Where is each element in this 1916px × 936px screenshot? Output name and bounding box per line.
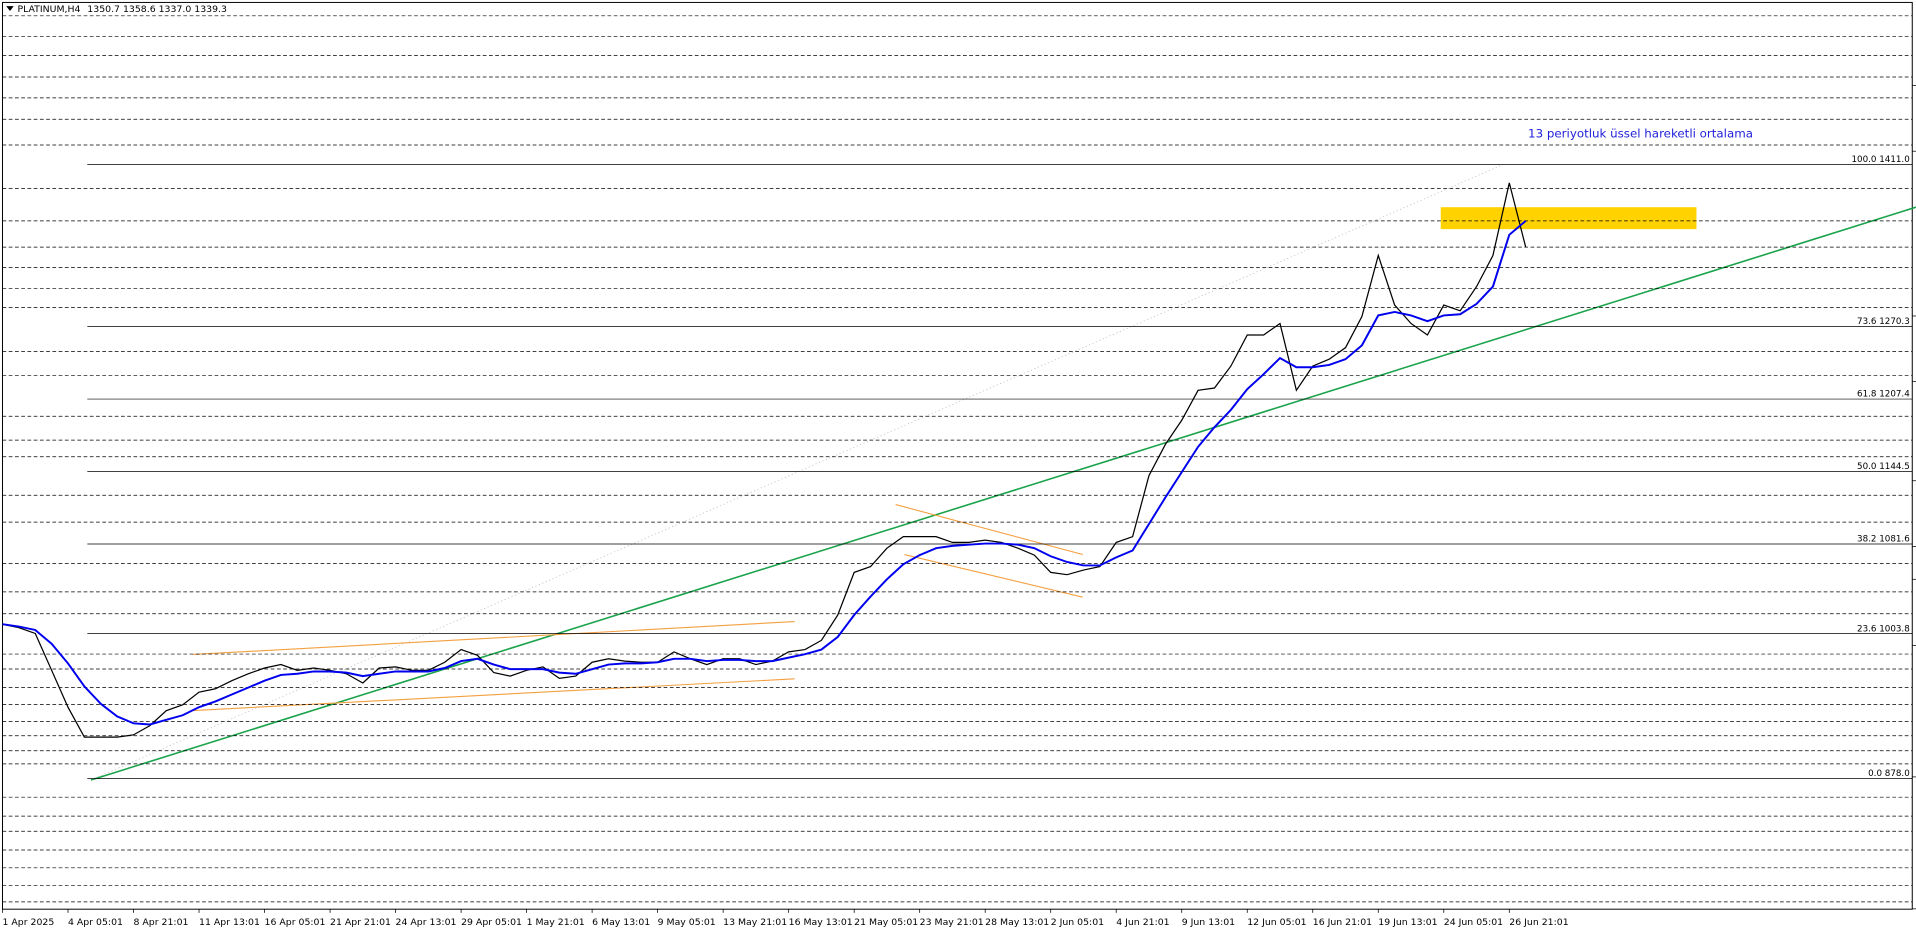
x-tick-label: 6 May 13:01 — [592, 917, 650, 928]
x-tick-label: 1 Apr 2025 — [2, 917, 54, 928]
x-tick-label: 16 Apr 05:01 — [265, 917, 326, 928]
x-tick-label: 9 Jun 13:01 — [1182, 917, 1236, 928]
fibo-label: 100.0 1411.0 — [1851, 155, 1909, 165]
trend-line — [90, 206, 1916, 781]
x-tick-label: 24 Apr 13:01 — [396, 917, 457, 928]
menu-arrow — [6, 6, 14, 11]
x-tick-label: 1 May 21:01 — [527, 917, 585, 928]
symbol: PLATINUM,H4 — [17, 4, 80, 15]
x-tick-label: 26 Jun 21:01 — [1509, 917, 1568, 928]
x-tick-label: 2 Jun 05:01 — [1051, 917, 1105, 928]
x-tick-label: 16 Jun 21:01 — [1313, 917, 1372, 928]
x-tick-label: 11 Apr 13:01 — [199, 917, 260, 928]
x-tick-label: 4 Jun 21:01 — [1116, 917, 1170, 928]
x-tick-label: 4 Apr 05:01 — [68, 917, 123, 928]
fibo-label: 38.2 1081.6 — [1857, 535, 1910, 545]
x-tick-label: 23 May 21:01 — [920, 917, 984, 928]
fibo-label: 61.8 1207.4 — [1857, 390, 1910, 400]
x-tick-label: 21 Apr 21:01 — [330, 917, 391, 928]
fibo-label: 73.6 1270.3 — [1857, 317, 1910, 327]
x-tick-label: 16 May 13:01 — [789, 917, 853, 928]
price-line — [2, 182, 1527, 738]
channels — [193, 504, 1083, 712]
ohlc: 1350.7 1358.6 1337.0 1339.3 — [87, 4, 227, 15]
price-line — [2, 220, 1527, 726]
plot-frame — [1, 1, 1913, 910]
x-tick-label: 24 Jun 05:01 — [1444, 917, 1503, 928]
annotation: 13 periyotluk üssel hareketli ortalama — [1528, 127, 1753, 141]
x-tick-label: 28 May 13:01 — [985, 917, 1049, 928]
fibo-label: 50.0 1144.5 — [1857, 462, 1910, 472]
x-tick-label: 13 May 21:01 — [723, 917, 787, 928]
fibo-baseline — [90, 164, 1504, 781]
x-tick-label: 8 Apr 21:01 — [134, 917, 189, 928]
fibo-label: 0.0 878.0 — [1868, 769, 1910, 779]
x-tick-label: 21 May 05:01 — [854, 917, 918, 928]
x-tick-label: 19 Jun 13:01 — [1378, 917, 1437, 928]
x-tick-label: 9 May 05:01 — [658, 917, 716, 928]
x-tick-label: 29 Apr 05:01 — [461, 917, 522, 928]
zone — [1440, 207, 1697, 230]
fibo-label: 23.6 1003.8 — [1857, 624, 1910, 634]
x-tick-label: 12 Jun 05:01 — [1247, 917, 1306, 928]
